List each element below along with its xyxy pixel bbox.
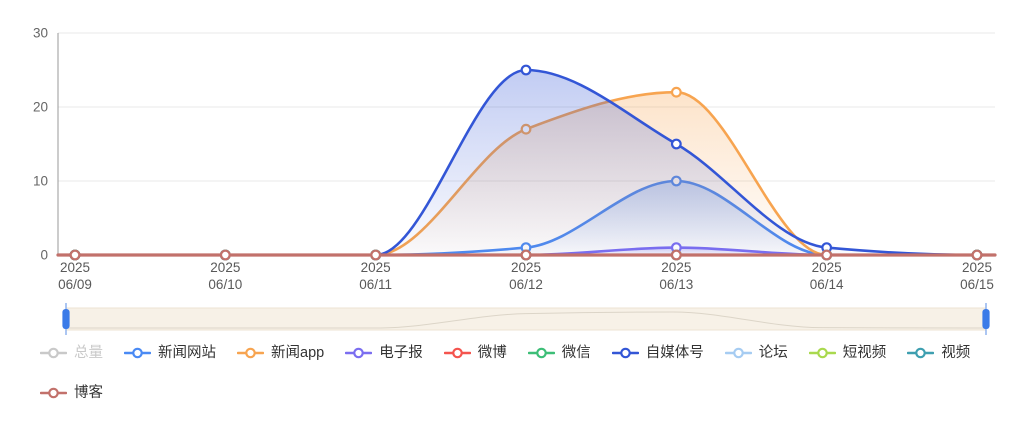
legend-line-icon bbox=[443, 347, 471, 359]
datazoom-slider[interactable] bbox=[65, 307, 987, 331]
legend-item-wechat[interactable]: 微信 bbox=[527, 344, 591, 362]
x-axis-label: 2025 bbox=[60, 260, 90, 275]
x-axis-label: 2025 bbox=[812, 260, 842, 275]
x-axis-label: 06/15 bbox=[960, 277, 994, 292]
series-marker-blog bbox=[670, 249, 682, 261]
legend-label: 视频 bbox=[941, 345, 971, 361]
chart-canvas[interactable]: 0 10 20 30 2025 06/09 2025 06/10 2025 06/11 2025 06… bbox=[0, 0, 1024, 340]
x-axis-label: 06/14 bbox=[810, 277, 844, 292]
x-axis-label: 2025 bbox=[361, 260, 391, 275]
datazoom-shadow bbox=[66, 311, 986, 329]
legend-line-icon bbox=[40, 347, 67, 359]
legend-item-total[interactable]: 总量 bbox=[40, 344, 103, 362]
series-marker-blog bbox=[971, 249, 983, 261]
legend-label: 博客 bbox=[74, 385, 103, 401]
x-axis-label: 06/09 bbox=[58, 277, 92, 292]
legend-label: 短视频 bbox=[842, 345, 887, 361]
series-marker-we-media bbox=[670, 138, 682, 150]
x-axis-label: 06/13 bbox=[659, 277, 693, 292]
series-marker-blog bbox=[520, 249, 532, 261]
x-axis-label: 2025 bbox=[511, 260, 541, 275]
legend-label: 总量 bbox=[74, 345, 103, 361]
y-axis-label: 20 bbox=[33, 100, 48, 115]
legend-line-icon bbox=[724, 347, 752, 359]
legend-line-icon bbox=[124, 347, 151, 359]
chart-legend: 总量 新闻网站 新闻app 电子报 微博 微信 自媒体号 论坛 短视频 视频博客 bbox=[40, 344, 1024, 402]
legend-item-epaper[interactable]: 电子报 bbox=[345, 344, 423, 362]
legend-item-weibo[interactable]: 微博 bbox=[443, 344, 507, 362]
legend-item-blog[interactable]: 博客 bbox=[40, 384, 103, 402]
x-axis-label: 06/11 bbox=[359, 277, 392, 292]
legend-line-icon bbox=[237, 347, 264, 359]
y-axis-label: 30 bbox=[33, 26, 48, 41]
series-marker-blog bbox=[69, 249, 81, 261]
legend-item-news-app[interactable]: 新闻app bbox=[237, 344, 324, 362]
legend-line-icon bbox=[40, 387, 67, 399]
x-axis-label: 06/10 bbox=[208, 277, 242, 292]
x-axis-label: 2025 bbox=[210, 260, 240, 275]
legend-label: 自媒体号 bbox=[645, 345, 704, 361]
legend-line-icon bbox=[345, 347, 373, 359]
series-area-we-media bbox=[58, 70, 995, 255]
legend-item-news-site[interactable]: 新闻网站 bbox=[124, 344, 216, 362]
x-axis-label: 06/12 bbox=[509, 277, 543, 292]
legend-label: 电子报 bbox=[379, 345, 423, 361]
x-axis-label: 2025 bbox=[962, 260, 992, 275]
legend-line-icon bbox=[808, 347, 836, 359]
y-axis-label: 10 bbox=[33, 174, 48, 189]
series-marker-blog bbox=[821, 249, 833, 261]
legend-line-icon bbox=[907, 347, 935, 359]
legend-line-icon bbox=[527, 347, 555, 359]
series-marker-blog bbox=[219, 249, 231, 261]
series-marker-blog bbox=[370, 249, 382, 261]
datazoom-handle-right[interactable] bbox=[982, 309, 990, 329]
legend-line-icon bbox=[611, 347, 639, 359]
x-axis-label: 2025 bbox=[661, 260, 691, 275]
legend-label: 论坛 bbox=[758, 345, 788, 361]
series-marker-news-app bbox=[670, 86, 682, 98]
legend-label: 新闻app bbox=[271, 345, 325, 361]
datazoom-handle-left[interactable] bbox=[62, 309, 70, 329]
legend-item-video[interactable]: 视频 bbox=[907, 344, 970, 362]
legend-item-we-media[interactable]: 自媒体号 bbox=[611, 344, 704, 362]
y-axis-label: 0 bbox=[40, 248, 48, 263]
legend-label: 微博 bbox=[477, 345, 507, 361]
legend-label: 微信 bbox=[561, 345, 591, 361]
legend-label: 新闻网站 bbox=[158, 345, 216, 361]
legend-item-forum[interactable]: 论坛 bbox=[724, 344, 788, 362]
series-marker-we-media bbox=[520, 64, 532, 76]
legend-item-short-video[interactable]: 短视频 bbox=[808, 344, 887, 362]
